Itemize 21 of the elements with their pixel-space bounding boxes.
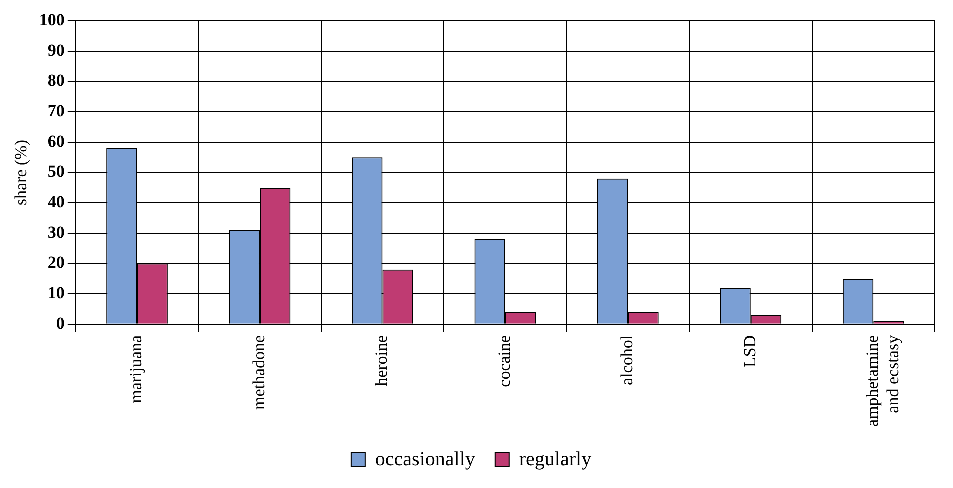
- x-tick-label: alcohol: [618, 335, 637, 386]
- y-tick-label: 30: [48, 222, 65, 242]
- legend-label: regularly: [519, 448, 592, 470]
- y-tick-label: 100: [39, 10, 65, 30]
- y-tick-label: 80: [48, 71, 65, 90]
- y-tick-label: 0: [56, 314, 65, 333]
- y-tick-label: 60: [48, 132, 65, 151]
- x-tick-label: marijuana: [126, 334, 146, 404]
- x-tick-label: methadone: [249, 335, 268, 410]
- x-tick-label: amphetamine and ecstasy: [863, 334, 903, 428]
- y-tick-label: 90: [48, 40, 65, 60]
- x-tick-label: heroine: [372, 335, 392, 386]
- y-tick-label: 50: [48, 162, 65, 182]
- y-tick-label: 40: [48, 192, 65, 212]
- y-axis-title: share (%): [12, 140, 31, 206]
- x-tick-label: cocaine: [494, 335, 514, 388]
- legend-label: occasionally: [375, 448, 476, 470]
- y-tick-label: 10: [48, 283, 65, 302]
- x-tick-label: LSD: [740, 335, 760, 368]
- y-tick-label: 70: [48, 102, 65, 121]
- y-tick-label: 20: [48, 253, 65, 272]
